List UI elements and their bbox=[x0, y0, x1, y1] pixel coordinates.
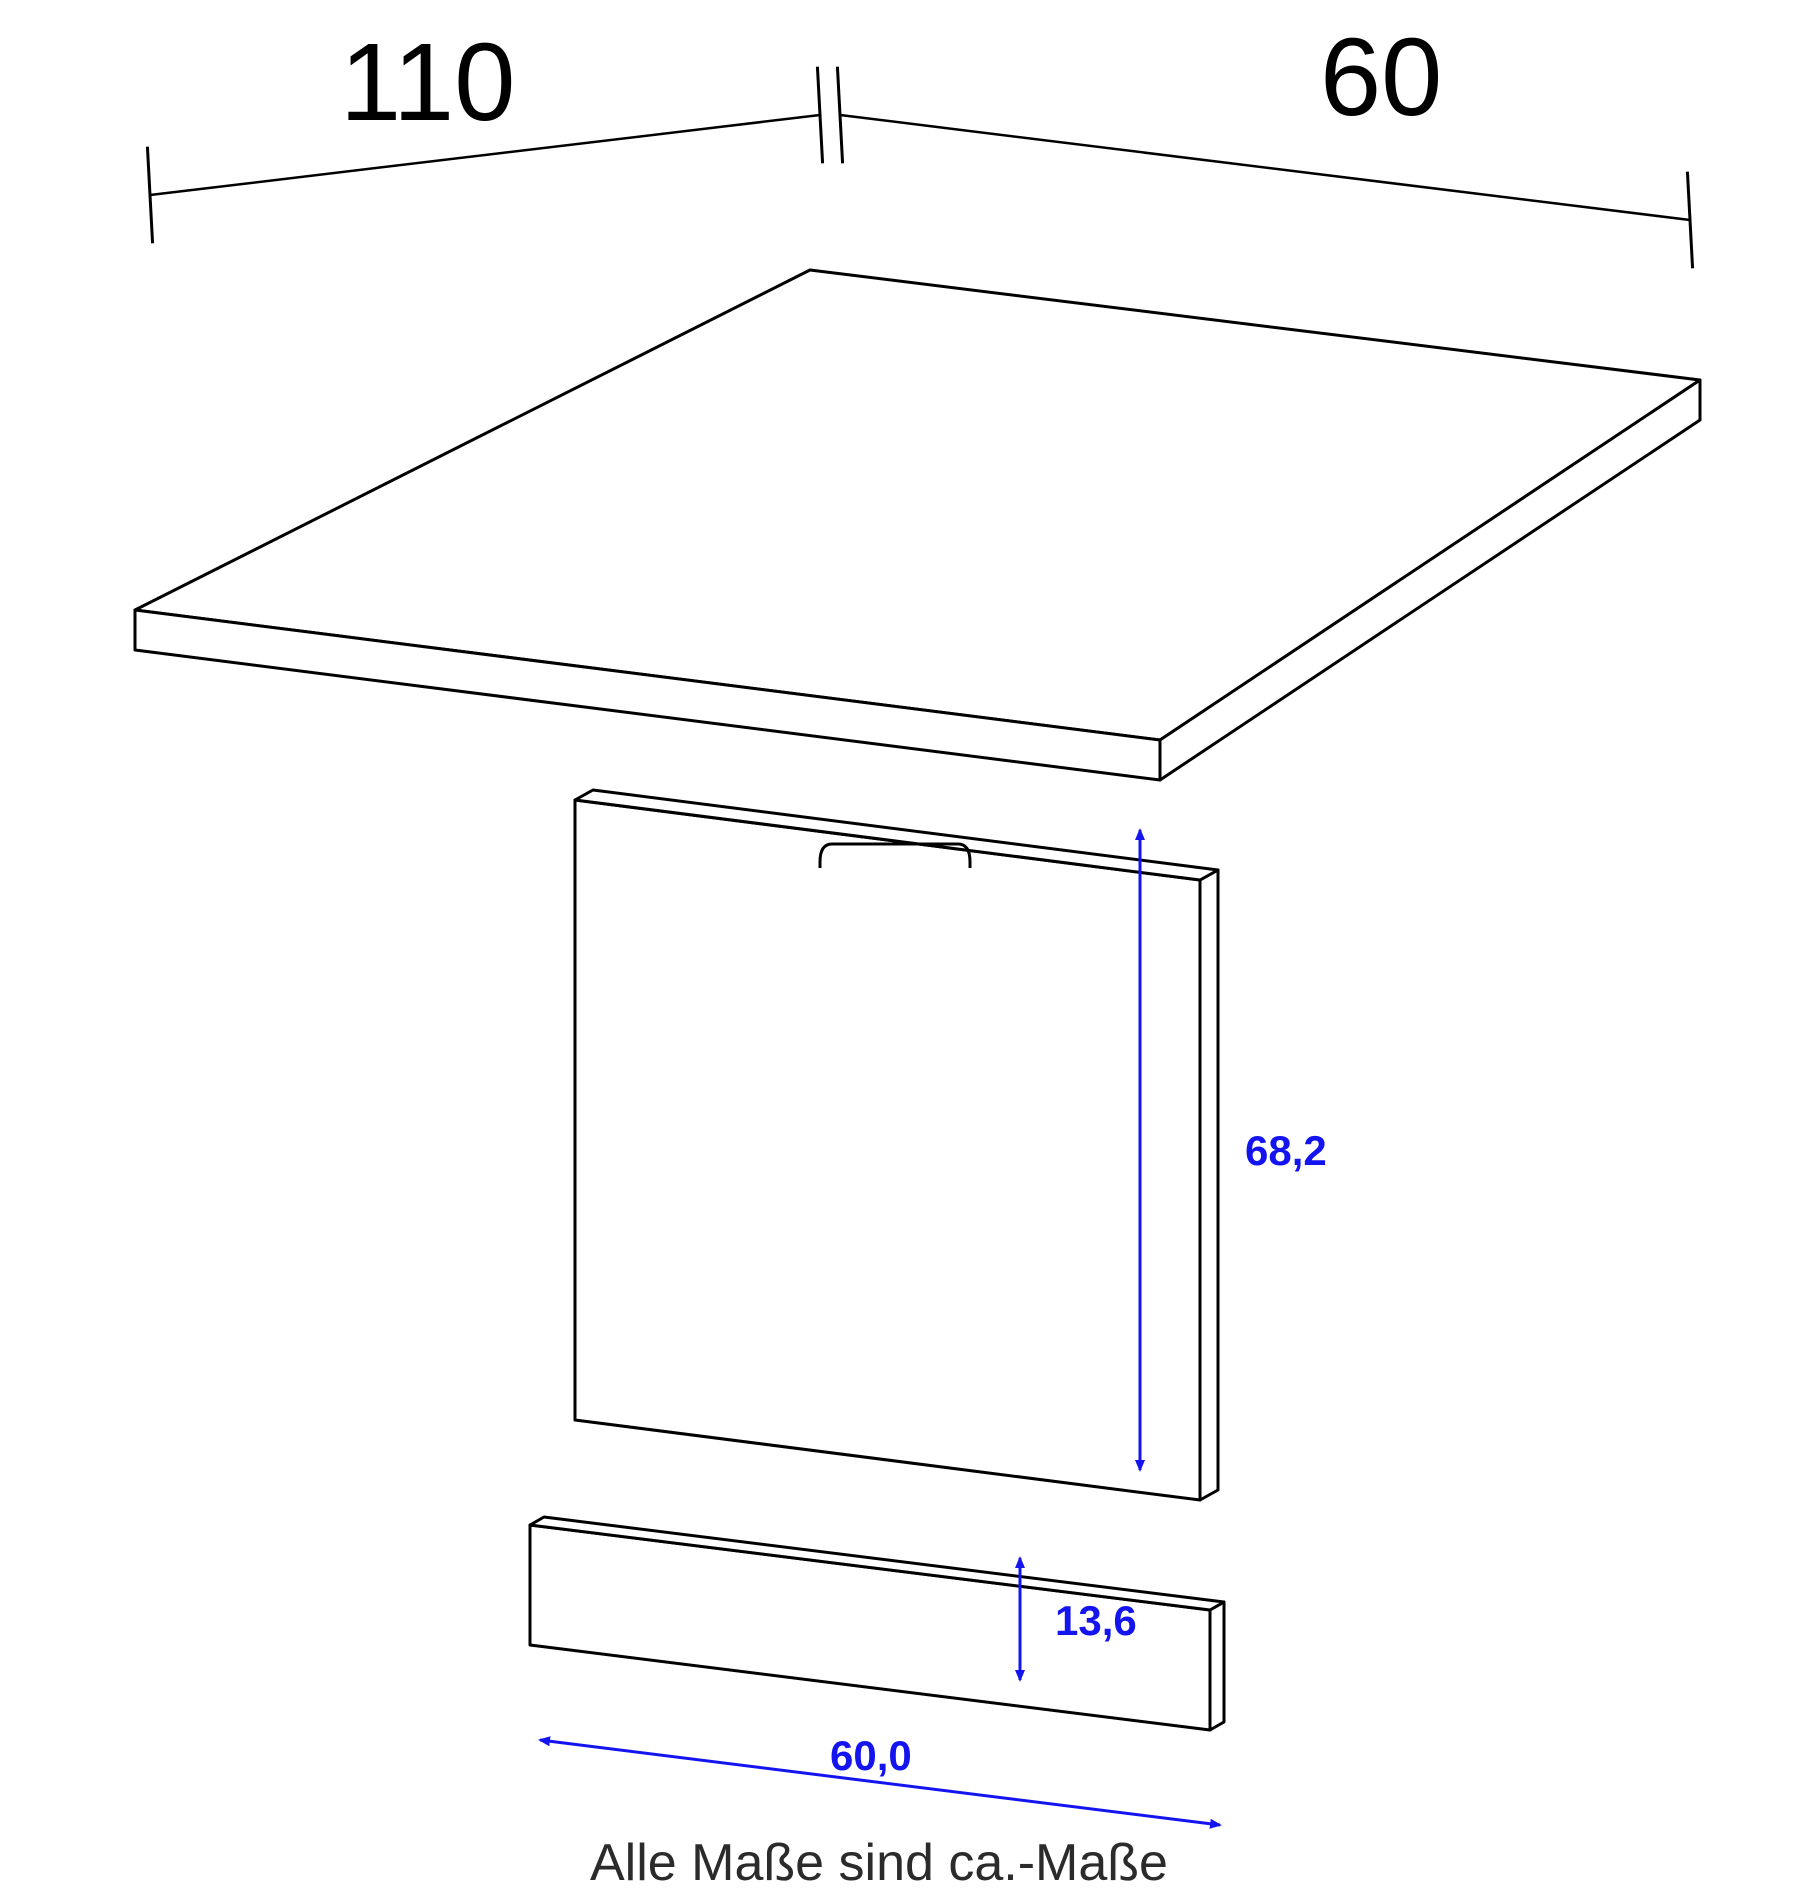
dim-door-height: 68,2 bbox=[1245, 1127, 1327, 1174]
caption: Alle Maße sind ca.-Maße bbox=[590, 1834, 1168, 1892]
door-side bbox=[1200, 870, 1218, 1500]
dim-plinth-width: 60,0 bbox=[830, 1732, 912, 1779]
dimline-top-depth bbox=[840, 115, 1690, 220]
dim-top-depth: 60 bbox=[1320, 16, 1442, 139]
plinth-side bbox=[1210, 1602, 1224, 1730]
drawing-canvas: 110 60 68,2 13,6 60,0 Alle Maße sind ca.… bbox=[0, 0, 1817, 1900]
geometry-group bbox=[135, 270, 1700, 1730]
door-front bbox=[575, 800, 1200, 1500]
dim-plinth-height: 13,6 bbox=[1055, 1597, 1137, 1644]
dim-top-width: 110 bbox=[340, 21, 515, 144]
